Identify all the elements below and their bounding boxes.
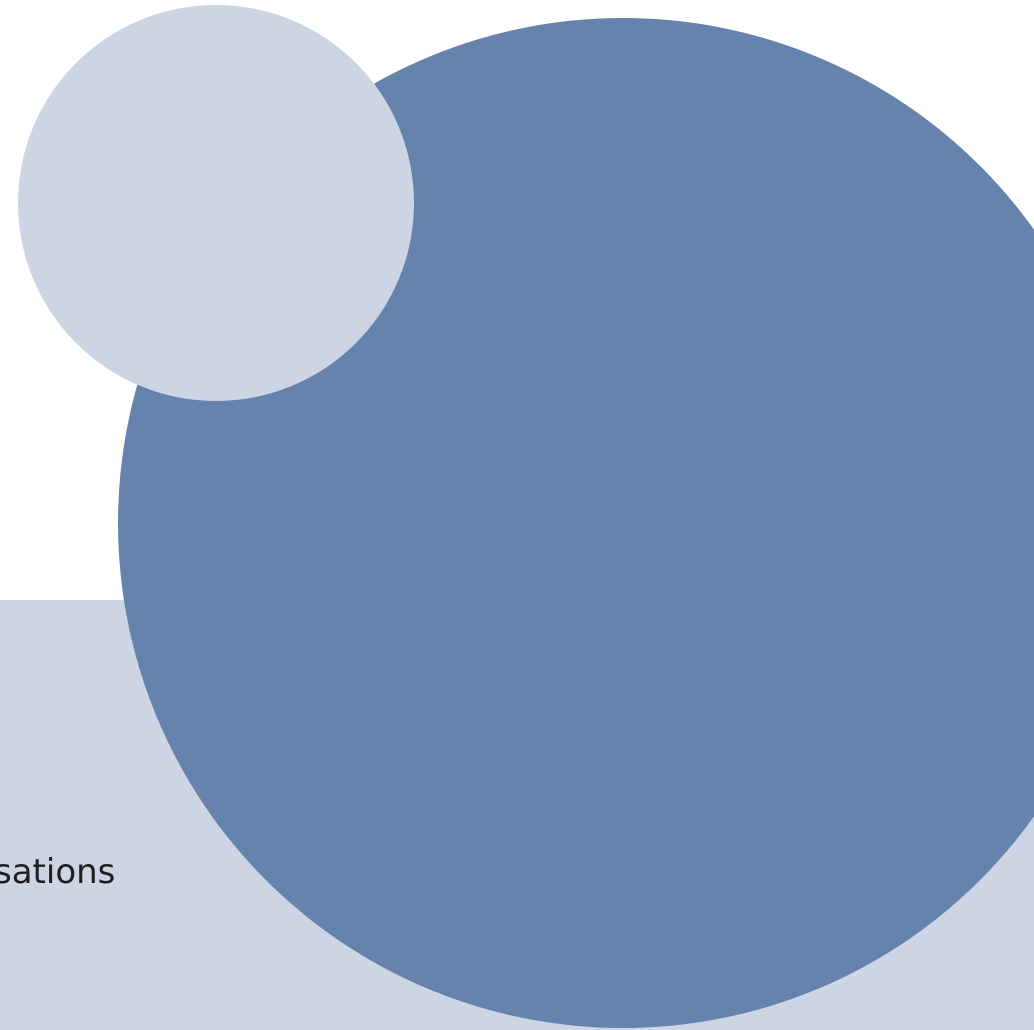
slide-caption-text: sations xyxy=(0,852,116,892)
small-light-circle xyxy=(18,5,414,401)
